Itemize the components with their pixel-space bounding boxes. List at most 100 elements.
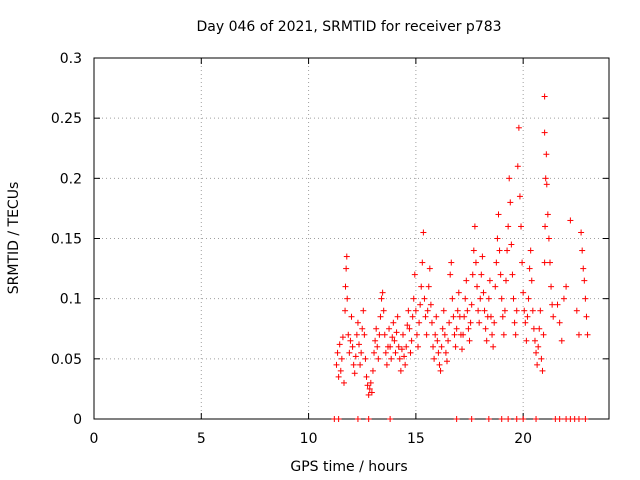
data-point (486, 277, 493, 284)
data-point (554, 301, 561, 308)
data-point (348, 313, 355, 320)
data-point (409, 313, 416, 320)
data-point (523, 337, 530, 344)
data-point (453, 416, 460, 422)
data-point (413, 331, 420, 338)
data-point (397, 367, 404, 374)
data-point (522, 319, 529, 326)
data-point (454, 307, 461, 314)
x-axis: 0 5 10 15 20 (90, 58, 532, 447)
data-point (462, 295, 469, 302)
data-point (511, 319, 518, 326)
chart-title: Day 046 of 2021, SRMTID for receiver p78… (196, 19, 501, 35)
data-point (357, 361, 364, 368)
data-point (521, 307, 528, 314)
data-point (339, 334, 346, 341)
data-point (467, 319, 474, 326)
data-point (365, 391, 372, 398)
data-point (514, 163, 521, 170)
data-point (477, 295, 484, 302)
data-point (493, 259, 500, 266)
data-point (398, 346, 405, 353)
data-point (338, 355, 345, 362)
data-point (578, 229, 585, 236)
data-point (538, 355, 545, 362)
data-point (513, 416, 520, 422)
data-point (478, 271, 485, 278)
data-point (459, 346, 466, 353)
data-point (439, 325, 446, 332)
data-point (361, 331, 368, 338)
data-point (447, 271, 454, 278)
data-point (400, 331, 406, 338)
data-point (491, 319, 498, 326)
data-point (410, 295, 417, 302)
data-point (573, 307, 580, 314)
data-point (346, 349, 353, 356)
data-point (387, 343, 394, 350)
data-point (436, 361, 443, 368)
data-point (487, 313, 494, 320)
data-point (381, 331, 388, 338)
data-point (542, 175, 549, 182)
data-point (542, 223, 549, 230)
y-tick-label: 0.15 (51, 232, 82, 248)
data-point (482, 325, 489, 332)
data-point (406, 325, 413, 332)
data-point (353, 331, 360, 338)
data-point (541, 259, 548, 266)
x-tick-label: 10 (300, 431, 318, 447)
data-point (407, 349, 414, 356)
data-point (490, 343, 497, 350)
data-point (583, 313, 590, 320)
data-point (417, 301, 424, 308)
x-axis-label: GPS time / hours (290, 459, 407, 475)
data-point (510, 295, 517, 302)
data-point (528, 277, 535, 284)
data-point (364, 382, 371, 389)
x-tick-label: 15 (407, 431, 425, 447)
data-point (390, 319, 397, 326)
y-tick-label: 0 (73, 412, 82, 428)
y-axis-label: SRMTID / TECUs (6, 182, 22, 295)
data-point (432, 331, 439, 338)
data-point (463, 277, 470, 284)
x-tick-label: 0 (90, 431, 99, 447)
data-point (525, 295, 532, 302)
data-point (546, 259, 553, 266)
data-point (343, 253, 350, 260)
data-point (507, 199, 514, 206)
data-point (527, 247, 534, 254)
data-point (335, 416, 342, 422)
data-point (354, 319, 361, 326)
data-point (401, 353, 408, 360)
data-point (366, 385, 373, 392)
data-point (540, 331, 547, 338)
data-point (415, 343, 422, 350)
data-point (529, 307, 536, 314)
data-point (531, 337, 538, 344)
data-point (446, 319, 453, 326)
data-point (391, 337, 398, 344)
data-point (342, 307, 349, 314)
data-point (369, 367, 376, 374)
data-point (541, 129, 548, 136)
data-point (449, 295, 456, 302)
data-point (515, 124, 522, 131)
data-point (464, 307, 471, 314)
data-point (534, 361, 541, 368)
data-point (556, 319, 563, 326)
data-point (466, 337, 473, 344)
data-point (428, 319, 435, 326)
data-point (474, 283, 481, 290)
data-point (362, 355, 369, 362)
data-point (526, 265, 533, 272)
data-point (382, 349, 389, 356)
data-point (556, 416, 563, 422)
y-tick-label: 0.1 (60, 292, 82, 308)
data-point (489, 331, 496, 338)
data-point (360, 307, 367, 314)
data-point (365, 416, 372, 422)
data-point (392, 349, 399, 356)
data-point (375, 355, 382, 362)
